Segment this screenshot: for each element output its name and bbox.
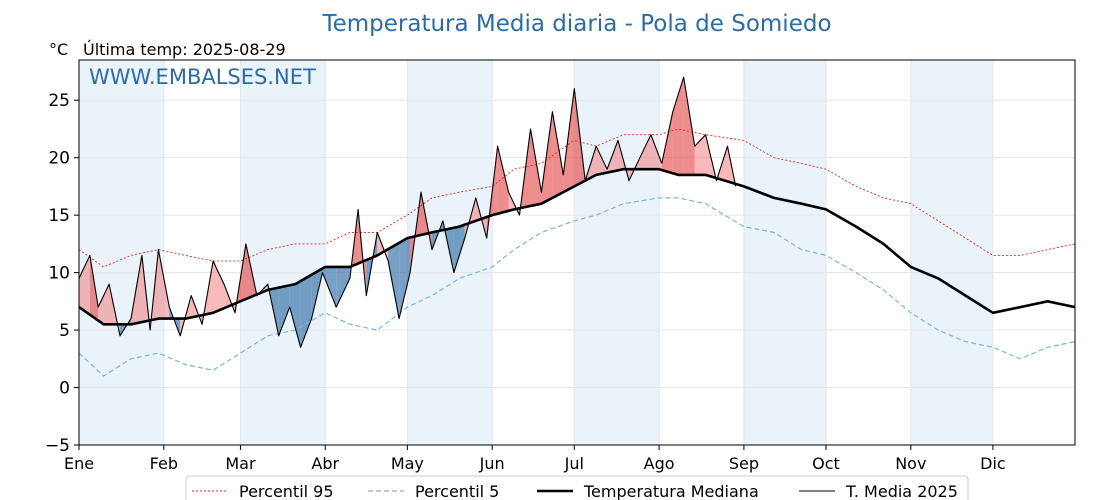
fill-below-median — [453, 224, 465, 273]
fill-below-median — [399, 237, 411, 319]
month-band — [910, 60, 993, 445]
month-band — [574, 60, 660, 445]
y-tick-label: 20 — [48, 149, 70, 169]
chart-title: Temperatura Media diaria - Pola de Somie… — [321, 11, 831, 37]
month-bands — [79, 60, 993, 445]
fill-below-median — [388, 242, 400, 319]
y-axis-ticks: −5 0 5 10 15 20 25 — [45, 91, 79, 456]
series-line-percentil-5 — [78, 197, 1076, 377]
fill-below-median — [336, 266, 350, 308]
watermark: WWW.EMBALSES.NET — [89, 65, 316, 89]
x-tick-label: Sep — [729, 454, 759, 473]
fill-above-median — [410, 192, 422, 273]
series-line-temperatura-mediana — [78, 167, 1076, 326]
fill-above-median — [464, 197, 476, 239]
fill-above-median — [530, 128, 542, 206]
x-tick-label: Feb — [150, 454, 178, 473]
legend: Percentil 95 Percentil 5 Temperatura Media… — [185, 475, 969, 500]
month-band — [743, 60, 826, 445]
x-tick-label: May — [391, 454, 424, 473]
y-tick-label: −5 — [45, 436, 70, 456]
legend-label: Temperatura Mediana — [583, 482, 759, 500]
fill-below-median — [431, 220, 443, 250]
fill-above-median — [98, 284, 110, 325]
fill-below-median — [278, 285, 290, 336]
y-tick-label: 5 — [59, 321, 70, 341]
fill-above-median — [596, 146, 608, 175]
y-tick-label: 15 — [48, 206, 70, 226]
series-lines — [78, 76, 1076, 377]
unit-label: °C — [49, 40, 68, 59]
fill-above-median — [639, 134, 651, 170]
legend-frame — [185, 475, 969, 500]
month-band — [79, 60, 164, 445]
x-tick-label: Ene — [64, 454, 94, 473]
fill-above-median — [672, 77, 684, 175]
fill-above-median — [650, 134, 662, 170]
fill-above-median — [497, 146, 509, 214]
legend-label: Percentil 95 — [239, 482, 334, 500]
fill-above-median — [79, 255, 90, 315]
x-tick-label: Oct — [812, 454, 840, 473]
legend-label: Percentil 5 — [415, 482, 499, 500]
x-tick-label: Jul — [564, 454, 584, 473]
fill-below-median — [289, 280, 301, 348]
y-tick-label: 10 — [48, 264, 70, 284]
month-band — [240, 60, 326, 445]
series-line-t-media-2025 — [78, 76, 737, 348]
plot-frame — [78, 59, 1076, 446]
legend-label: T. Media 2025 — [845, 482, 958, 500]
last-temp-label: Última temp: 2025-08-29 — [83, 40, 286, 59]
y-tick-label: 25 — [48, 91, 70, 111]
fill-above-median — [694, 134, 706, 175]
fill-above-median — [683, 77, 695, 175]
fill-above-median — [213, 261, 225, 313]
x-tick-label: Dic — [980, 454, 1006, 473]
x-tick-label: Nov — [895, 454, 926, 473]
x-axis-ticks: Ene Feb Mar Abr May Jun Jul Ago Sep Oct Nov Dic — [64, 445, 1006, 473]
fill-below-median — [300, 274, 312, 348]
fill-above-median — [552, 111, 564, 198]
x-tick-label: Mar — [225, 454, 256, 473]
x-tick-label: Jun — [479, 454, 505, 473]
y-tick-label: 0 — [59, 379, 70, 399]
x-tick-label: Ago — [644, 454, 675, 473]
fill-above-median — [158, 249, 170, 319]
x-tick-label: Abr — [311, 454, 339, 473]
